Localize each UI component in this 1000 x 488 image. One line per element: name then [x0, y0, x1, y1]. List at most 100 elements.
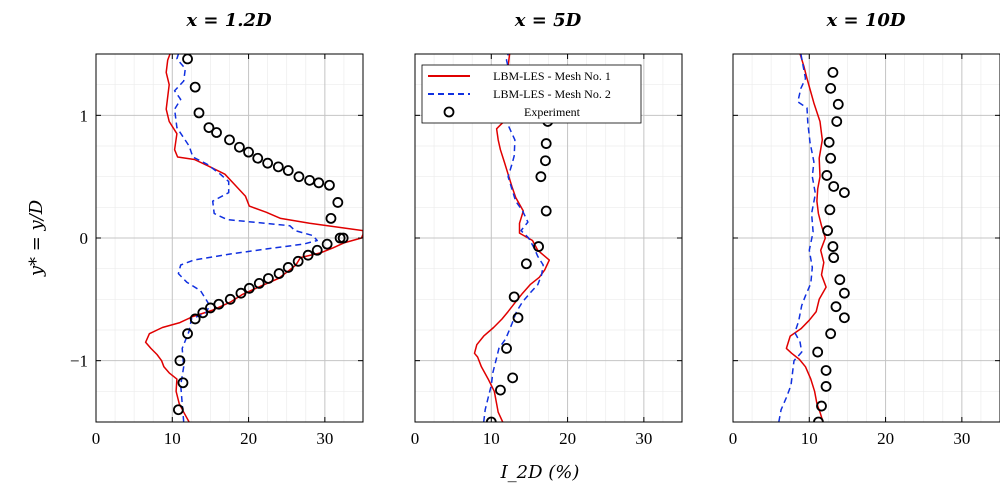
experiment-point	[193, 107, 205, 119]
experiment-point	[182, 54, 193, 65]
experiment-point	[337, 232, 349, 244]
legend-label-mesh2: LBM-LES - Mesh No. 2	[493, 87, 611, 101]
legend-label-mesh1: LBM-LES - Mesh No. 1	[493, 69, 611, 83]
x-axis-label: I_2D (%)	[500, 462, 580, 483]
experiment-point	[520, 258, 532, 270]
series-line-mesh2	[173, 54, 318, 422]
x-tick-label: 0	[411, 429, 420, 448]
experiment-point	[234, 141, 245, 153]
experiment-point	[262, 157, 274, 169]
experiment-point	[273, 268, 285, 279]
panel-title: x = 10D	[825, 10, 905, 31]
experiment-point	[816, 400, 827, 412]
experiment-point	[824, 204, 836, 216]
x-tick-label: 0	[92, 429, 101, 448]
experiment-point	[243, 146, 254, 158]
experiment-point	[197, 307, 209, 319]
experiment-point	[235, 287, 247, 299]
experiment-point	[174, 355, 186, 367]
plot-area	[144, 54, 363, 422]
y-tick-label: 1	[80, 106, 89, 125]
experiment-point	[304, 174, 316, 186]
legend-label-experiment: Experiment	[524, 105, 581, 119]
panel: 0 10 20 30	[729, 53, 1000, 448]
experiment-point	[820, 365, 832, 376]
experiment-point	[535, 171, 547, 183]
experiment-point	[821, 170, 833, 181]
experiment-point	[325, 212, 337, 224]
experiment-point	[172, 404, 184, 416]
series-line-mesh1	[144, 54, 363, 422]
panel: 0 10 20 30 −1 0 1	[70, 53, 364, 448]
y-axis-label: y* = y/D	[26, 199, 47, 277]
experiment-point	[540, 155, 551, 167]
y-tick-label: −1	[70, 352, 88, 371]
experiment-point	[302, 249, 314, 261]
experiment-point	[332, 197, 344, 208]
experiment-point	[825, 328, 837, 340]
experiment-point	[311, 244, 323, 256]
experiment-point	[211, 127, 222, 138]
x-tick-label: 20	[240, 429, 257, 448]
experiment-point	[182, 328, 193, 340]
experiment-point	[224, 293, 236, 305]
experiment-point	[189, 313, 201, 325]
experiment-point	[321, 238, 333, 250]
x-tick-label: 10	[801, 429, 818, 448]
experiment-point	[272, 161, 284, 173]
experiment-point	[501, 342, 512, 354]
x-tick-label: 30	[316, 429, 333, 448]
series-line-mesh1	[785, 54, 827, 422]
experiment-point	[292, 255, 304, 267]
experiment-point	[838, 312, 850, 324]
experiment-point	[334, 232, 346, 244]
experiment-point	[831, 116, 843, 127]
experiment-point	[293, 171, 305, 183]
experiment-point	[825, 82, 837, 94]
experiment-point	[822, 225, 833, 237]
experiment-point	[203, 122, 215, 133]
experiment-point	[205, 302, 216, 314]
experiment-point	[507, 372, 519, 384]
experiment-point	[834, 274, 846, 286]
experiment-point	[263, 273, 274, 284]
experiment-point	[189, 81, 201, 93]
x-tick-label: 10	[164, 429, 181, 448]
experiment-point	[313, 177, 325, 189]
series-line-mesh2	[778, 54, 817, 422]
y-tick-label: 0	[80, 229, 89, 248]
experiment-point	[825, 152, 837, 164]
experiment-point	[508, 291, 520, 303]
experiment-point	[540, 138, 552, 149]
experiment-point	[813, 416, 824, 422]
experiment-point	[812, 346, 824, 358]
experiment-point	[820, 381, 832, 392]
x-tick-label: 30	[635, 429, 652, 448]
experiment-point	[827, 67, 839, 78]
experiment-point	[827, 241, 839, 252]
experiment-point	[252, 152, 264, 164]
experiment-point	[177, 377, 189, 389]
x-tick-label: 30	[953, 429, 970, 448]
experiment-point	[828, 252, 840, 264]
legend-swatch-experiment	[443, 106, 455, 118]
experiment-point	[224, 134, 235, 146]
x-tick-label: 20	[559, 429, 576, 448]
plot-area	[778, 54, 850, 422]
x-tick-label: 0	[729, 429, 738, 448]
experiment-point	[830, 301, 842, 313]
experiment-point	[533, 241, 544, 252]
experiment-point	[832, 98, 844, 110]
experiment-point	[324, 179, 335, 191]
experiment-point	[243, 282, 255, 294]
x-tick-label: 20	[877, 429, 894, 448]
experiment-point	[823, 136, 835, 148]
legend: LBM-LES - Mesh No. 1 LBM-LES - Mesh No. …	[421, 64, 642, 124]
experiment-point	[495, 384, 506, 396]
experiment-point	[540, 205, 552, 217]
series-line-mesh2	[482, 54, 544, 422]
experiment-point	[838, 187, 850, 199]
experiment-point	[838, 287, 850, 299]
panel-title: x = 1.2D	[185, 10, 272, 31]
